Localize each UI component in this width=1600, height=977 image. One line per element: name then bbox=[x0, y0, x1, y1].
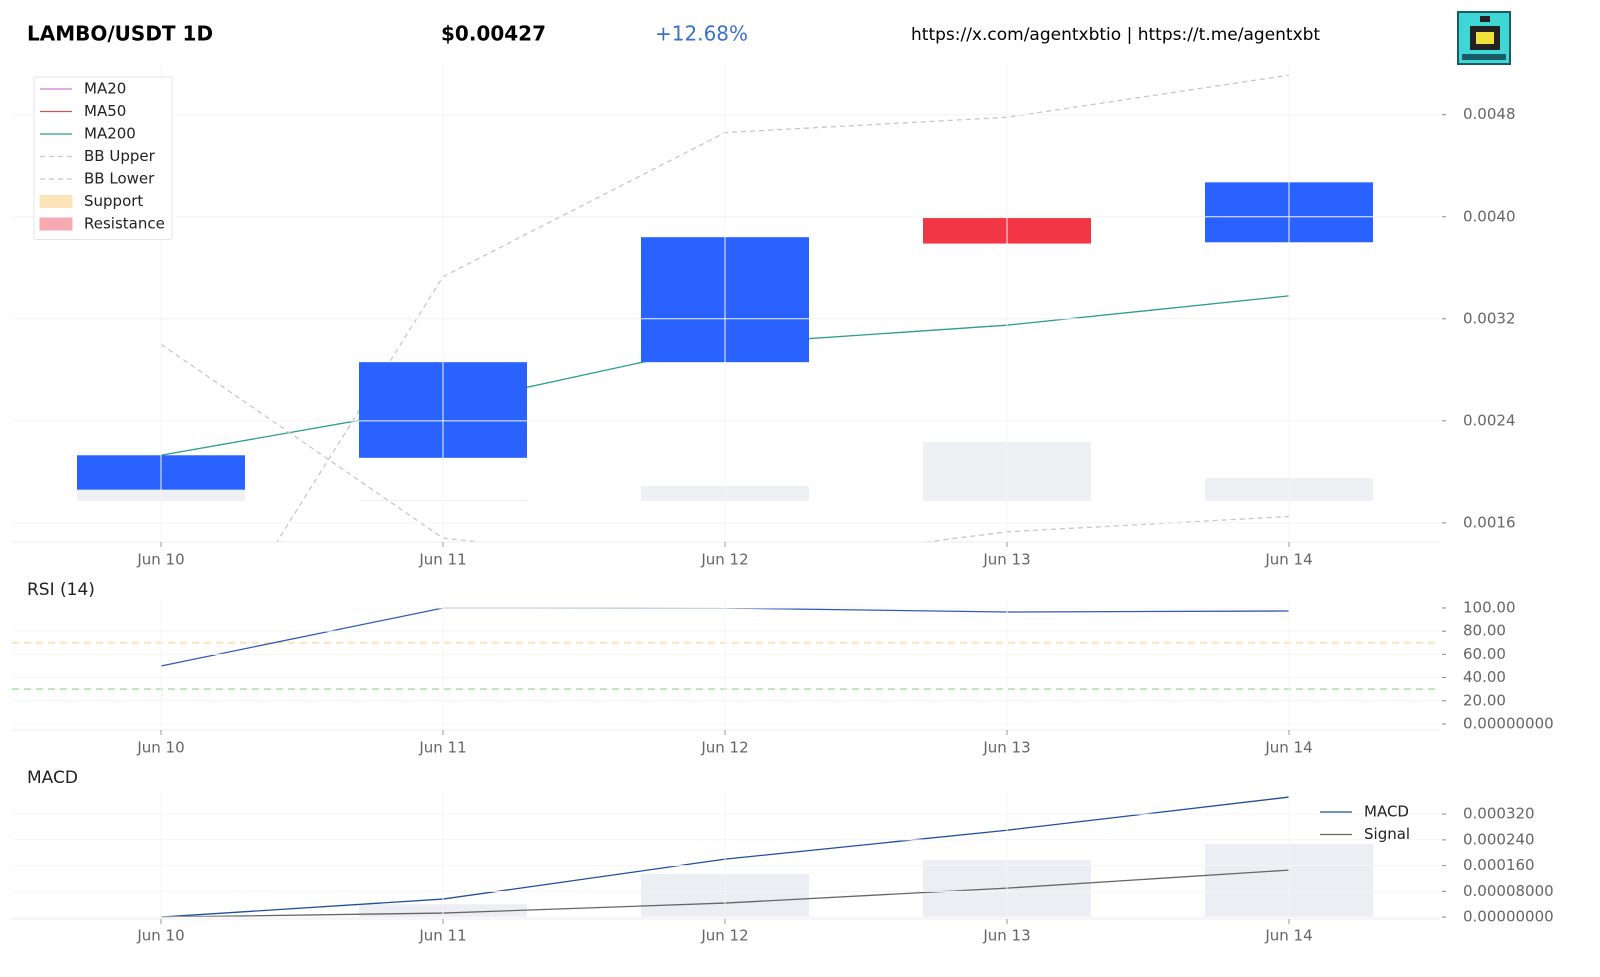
y-tick-label: 0.00008000 bbox=[1463, 882, 1554, 900]
y-tick-label: 20.00 bbox=[1463, 691, 1506, 709]
y-tick-label: 0.0016 bbox=[1463, 513, 1516, 531]
x-tick-label: Jun 11 bbox=[418, 739, 466, 757]
y-tick-label: 0.0048 bbox=[1463, 105, 1516, 123]
legend-swatch bbox=[39, 217, 73, 231]
plot-area bbox=[12, 607, 1440, 691]
legend-label: MA200 bbox=[84, 125, 136, 143]
x-tick-label: Jun 11 bbox=[418, 551, 466, 569]
x-tick-label: Jun 14 bbox=[1264, 551, 1312, 569]
y-tick-label: 0.00000000 bbox=[1463, 908, 1554, 926]
price: $0.00427 bbox=[441, 22, 546, 46]
y-tick-label: 80.00 bbox=[1463, 622, 1506, 640]
legend-label: MA20 bbox=[84, 80, 126, 98]
y-tick-label: 0.00000000 bbox=[1463, 714, 1554, 732]
x-tick-label: Jun 10 bbox=[136, 551, 184, 569]
legend-label: MACD bbox=[1364, 803, 1409, 821]
legend-swatch bbox=[39, 195, 73, 208]
logo bbox=[1457, 11, 1511, 65]
x-tick-label: Jun 12 bbox=[700, 551, 748, 569]
x-tick-label: Jun 11 bbox=[418, 927, 466, 945]
x-tick-label: Jun 14 bbox=[1264, 739, 1312, 757]
legend-label: Support bbox=[84, 192, 143, 210]
y-tick-label: 0.000160 bbox=[1463, 856, 1535, 874]
legend-label: MA50 bbox=[84, 102, 126, 120]
links: https://x.com/agentxbtio | https://t.me/… bbox=[911, 25, 1320, 45]
x-tick-label: Jun 14 bbox=[1264, 927, 1312, 945]
y-tick-label: 0.0024 bbox=[1463, 411, 1516, 429]
x-tick-label: Jun 13 bbox=[982, 551, 1030, 569]
panel-title: RSI (14) bbox=[27, 580, 95, 600]
y-tick-label: 0.000240 bbox=[1463, 830, 1535, 848]
plot-area bbox=[160, 796, 1373, 918]
x-tick-label: Jun 13 bbox=[982, 739, 1030, 757]
y-tick-label: 0.000320 bbox=[1463, 805, 1535, 823]
y-tick-label: 40.00 bbox=[1463, 668, 1506, 686]
y-tick-label: 0.0032 bbox=[1463, 309, 1516, 327]
legend-label: Resistance bbox=[84, 215, 165, 233]
y-tick-label: 0.0040 bbox=[1463, 207, 1516, 225]
legend-label: BB Upper bbox=[84, 147, 156, 165]
x-tick-label: Jun 13 bbox=[982, 927, 1030, 945]
change: +12.68% bbox=[655, 22, 748, 46]
panel-title: MACD bbox=[27, 768, 78, 788]
legend-label: Signal bbox=[1364, 825, 1410, 843]
pair-title: LAMBO/USDT 1D bbox=[27, 22, 213, 46]
legend-label: BB Lower bbox=[84, 170, 155, 188]
y-tick-label: 60.00 bbox=[1463, 645, 1506, 663]
x-tick-label: Jun 10 bbox=[136, 739, 184, 757]
x-tick-label: Jun 12 bbox=[700, 739, 748, 757]
y-tick-label: 100.00 bbox=[1463, 598, 1516, 616]
x-tick-label: Jun 10 bbox=[136, 927, 184, 945]
indicator-line bbox=[160, 343, 1290, 542]
x-tick-label: Jun 12 bbox=[700, 927, 748, 945]
